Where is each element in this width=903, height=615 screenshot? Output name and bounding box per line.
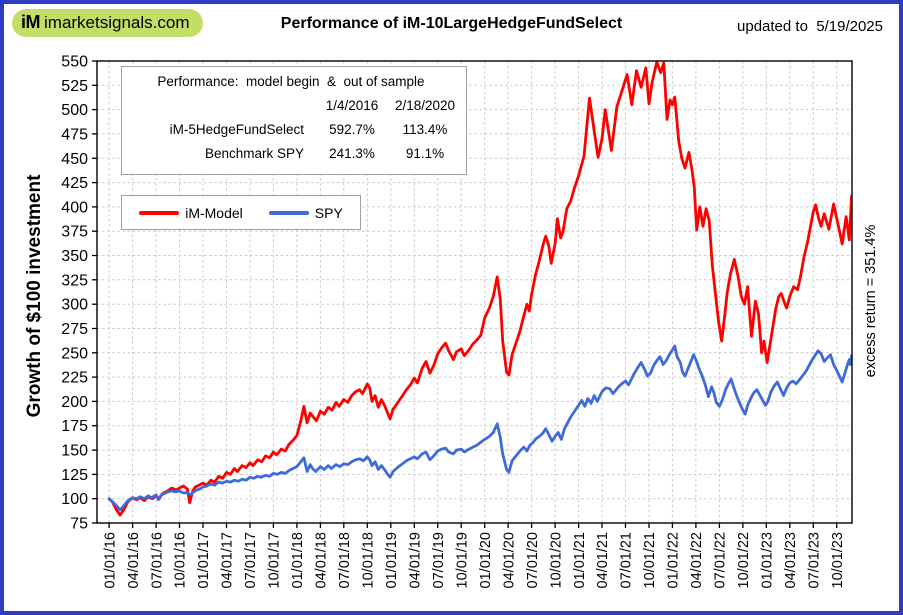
x-tick-label: 07/01/19 [431, 532, 447, 588]
legend: iM-Model SPY [121, 195, 361, 230]
x-tick-label: 01/01/16 [102, 532, 118, 588]
y-tick-label: 275 [61, 321, 88, 338]
y-tick-label: 350 [61, 248, 88, 265]
x-tick-label: 10/01/19 [454, 532, 470, 588]
x-tick-label: 07/01/23 [807, 532, 823, 588]
chart-title: Performance of iM-10LargeHedgeFundSelect [280, 15, 623, 32]
x-tick-label: 10/01/22 [736, 532, 752, 588]
model-begin-date: 1/4/2016 [325, 98, 379, 113]
model-oos-return: 113.4% [402, 122, 448, 137]
y-tick-label: 425 [61, 175, 88, 192]
legend-item-spy: SPY [268, 204, 343, 221]
y-tick-label: 125 [61, 467, 88, 484]
y-tick-label: 225 [61, 370, 88, 387]
x-tick-label: 10/01/17 [267, 532, 283, 588]
y-tick-label: 325 [61, 272, 88, 289]
model-begin-return: 592.7% [329, 122, 375, 137]
y-tick-label: 450 [61, 151, 88, 168]
x-tick-label: 01/01/20 [478, 532, 494, 588]
performance-table-dates-row: 1/4/2016 2/18/2020 [128, 98, 466, 113]
y-tick-label: 375 [61, 224, 88, 241]
x-tick-label: 04/01/16 [126, 532, 142, 588]
y-tick-label: 525 [61, 78, 88, 95]
updated-label: updated to 5/19/2025 [737, 18, 883, 35]
x-tick-label: 10/01/20 [548, 532, 564, 588]
x-tick-label: 07/01/21 [619, 532, 635, 588]
y-tick-label: 75 [70, 516, 88, 533]
y-tick-label: 250 [61, 345, 88, 362]
x-tick-label: 10/01/16 [173, 532, 189, 588]
y-tick-label: 300 [61, 297, 88, 314]
x-tick-label: 01/01/22 [666, 532, 682, 588]
updated-date: 5/19/2025 [816, 18, 883, 35]
x-tick-label: 04/01/18 [314, 532, 330, 588]
y-tick-label: 550 [61, 54, 88, 71]
x-tick-label: 01/01/19 [384, 532, 400, 588]
y-tick-label: 500 [61, 102, 88, 119]
x-tick-label: 04/01/21 [595, 532, 611, 588]
updated-prefix: updated to [737, 18, 808, 35]
x-tick-label: 04/01/17 [220, 532, 236, 588]
x-tick-label: 10/01/18 [361, 532, 377, 588]
plot-area: 75 100 125 150 175 200 225 250 275 300 325 350 375 40… [61, 54, 853, 588]
im-model-line [107, 61, 852, 517]
y-tick-label: 200 [61, 394, 88, 411]
x-tick-label: 10/01/21 [642, 532, 658, 588]
performance-table: Performance: model begin & out of sample… [121, 66, 467, 175]
benchmark-begin-return: 241.3% [329, 146, 375, 161]
out-of-sample-date: 2/18/2020 [394, 98, 456, 113]
table-row: Benchmark SPY 241.3% 91.1% [128, 146, 466, 161]
x-tick-label: 01/01/18 [290, 532, 306, 588]
y-tick-label: 475 [61, 126, 88, 143]
spy-legend-line [268, 210, 309, 215]
x-tick-label: 04/01/22 [689, 532, 705, 588]
table-row: iM-5HedgeFundSelect 592.7% 113.4% [128, 122, 466, 137]
x-tick-label: 07/01/22 [713, 532, 729, 588]
logo-domain-text: imarketsignals.com [44, 13, 190, 32]
im-model-legend-line [139, 210, 180, 215]
x-tick-label: 01/01/21 [572, 532, 588, 588]
logo-im-mark: iM [21, 12, 41, 32]
x-tick-label: 01/01/17 [196, 532, 212, 588]
y-tick-label: 400 [61, 199, 88, 216]
benchmark-row-name: Benchmark SPY [204, 146, 304, 161]
spy-line [107, 344, 852, 512]
x-tick-label: 07/01/16 [149, 532, 165, 588]
performance-table-title: Performance: model begin & out of sample [157, 74, 425, 89]
site-logo: iM imarketsignals.com [12, 9, 203, 37]
x-tick-label: 10/01/23 [830, 532, 846, 588]
x-tick-label: 07/01/20 [525, 532, 541, 588]
x-tick-label: 04/01/20 [501, 532, 517, 588]
x-tick-label: 04/01/19 [408, 532, 424, 588]
y-tick-label: 100 [61, 491, 88, 508]
y-tick-label: 175 [61, 418, 88, 435]
x-tick-label: 07/01/17 [243, 532, 259, 588]
x-tick-label: 01/01/23 [760, 532, 776, 588]
model-row-name: iM-5HedgeFundSelect [169, 122, 304, 137]
dates-row-spacer [128, 98, 310, 113]
x-tick-label: 07/01/18 [337, 532, 353, 588]
legend-item-im-model: iM-Model [139, 205, 243, 221]
im-model-legend-label: iM-Model [185, 204, 243, 221]
y-tick-label: 150 [61, 443, 88, 460]
plot-border [96, 60, 853, 524]
benchmark-oos-return: 91.1% [405, 146, 445, 161]
x-tick-label: 04/01/23 [783, 532, 799, 588]
spy-legend-label: SPY [314, 204, 343, 221]
